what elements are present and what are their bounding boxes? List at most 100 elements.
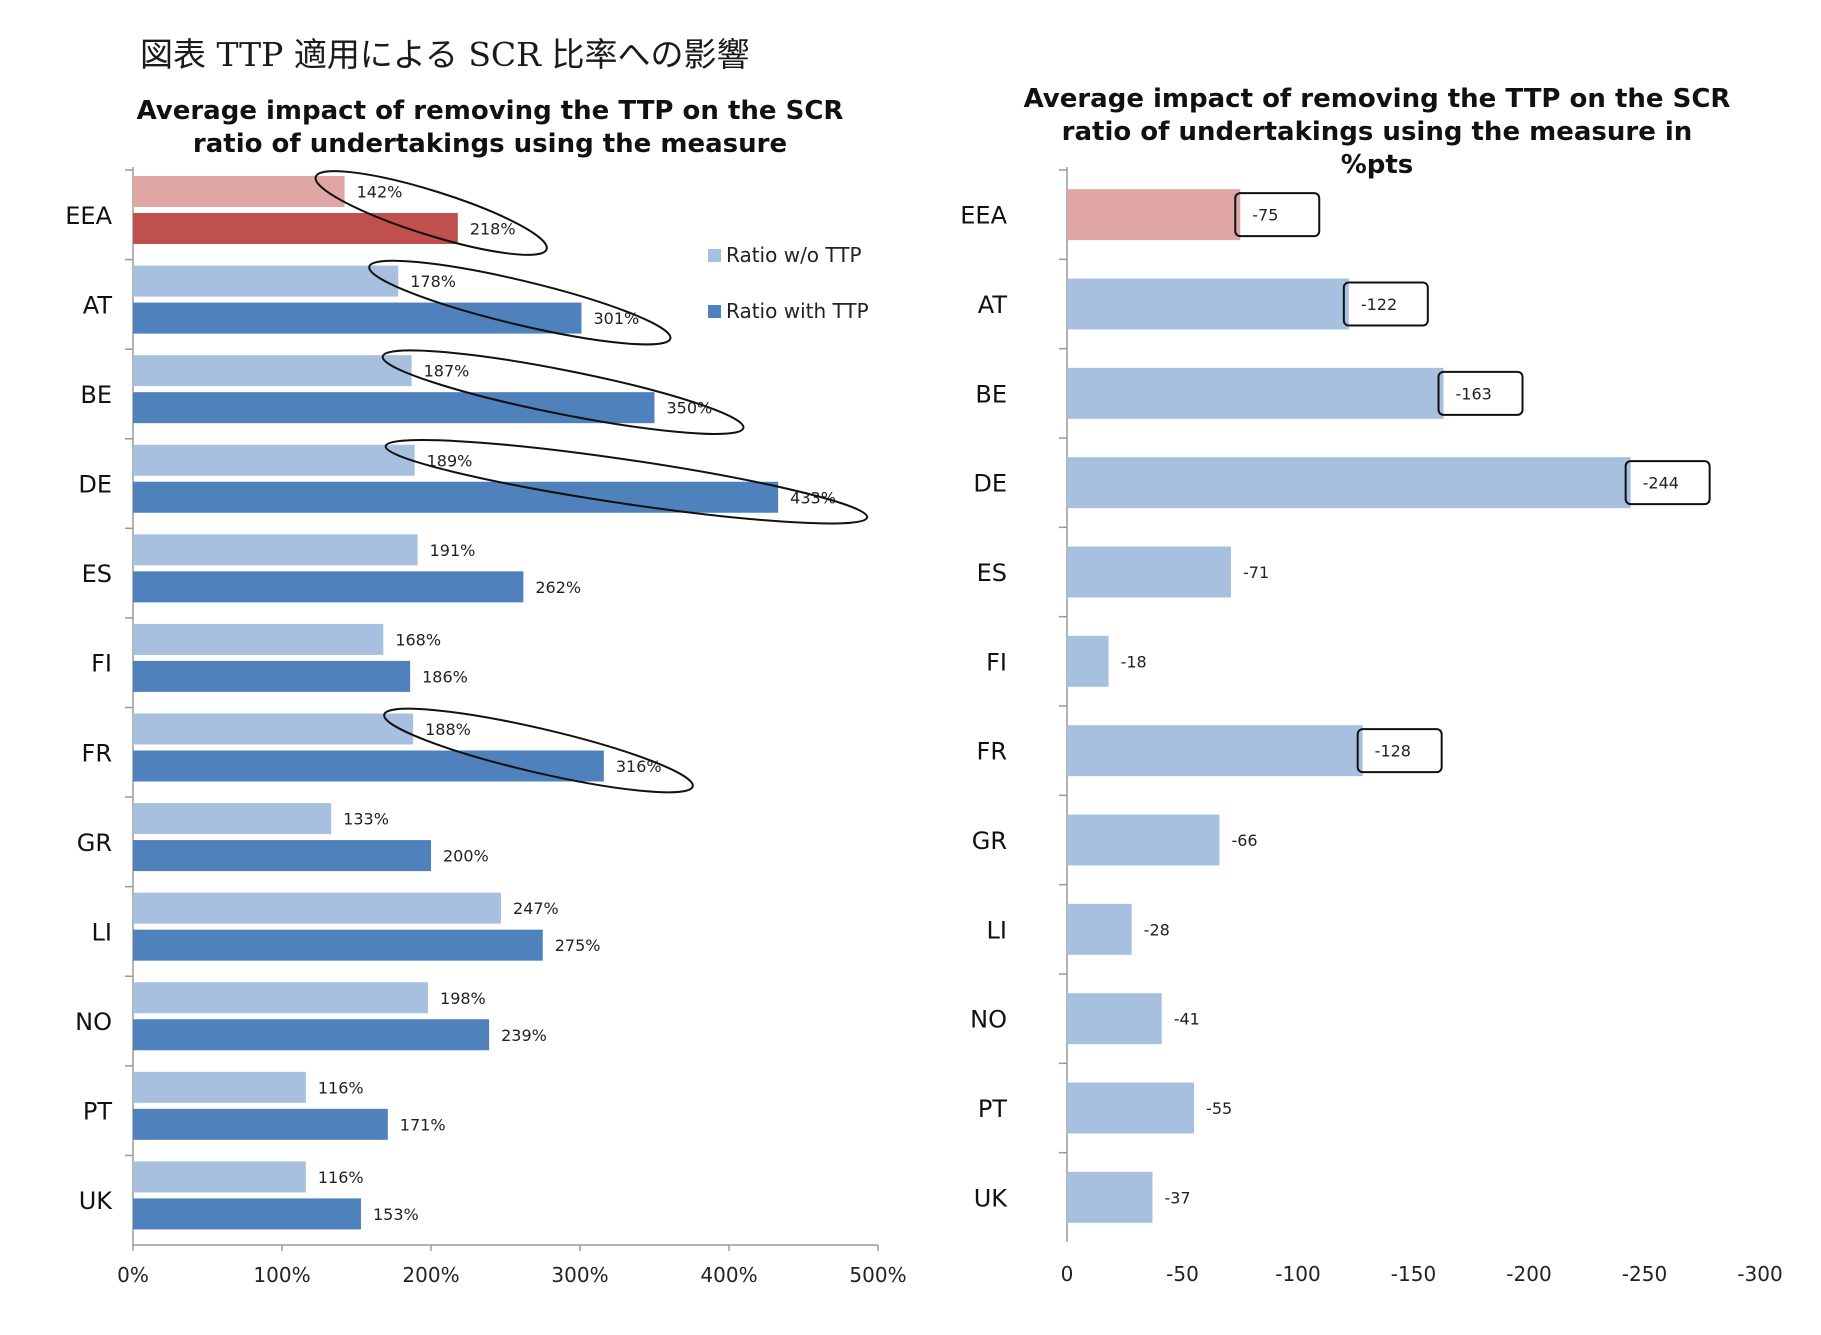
right-category-label: LI (987, 916, 1007, 944)
right-category-label: BE (975, 380, 1007, 408)
left-data-label: 350% (667, 399, 713, 418)
right-bar (1067, 457, 1631, 509)
right-bar (1067, 725, 1363, 777)
left-x-tick-label: 400% (700, 1263, 757, 1287)
right-data-label: -75 (1252, 206, 1278, 225)
left-data-label: 188% (425, 720, 471, 739)
left-bar-with-ttp (133, 213, 458, 244)
left-category-label: AT (83, 291, 113, 319)
left-data-label: 239% (501, 1026, 547, 1045)
left-bar-with-ttp (133, 750, 604, 782)
left-bar-with-ttp (133, 840, 431, 872)
left-data-label: 133% (343, 810, 389, 829)
left-category-label: ES (82, 560, 112, 588)
left-bar-with-ttp (133, 481, 779, 513)
left-data-label: 116% (318, 1078, 364, 1097)
left-x-tick-label: 300% (551, 1263, 608, 1287)
left-bar-with-ttp (133, 1019, 490, 1051)
right-data-label: -55 (1206, 1099, 1232, 1118)
left-data-label: 191% (430, 541, 476, 560)
left-bar-without-ttp (133, 444, 415, 476)
left-x-tick-label: 200% (402, 1263, 459, 1287)
right-bar (1067, 189, 1241, 241)
left-data-label: 316% (616, 757, 662, 776)
right-category-label: FR (977, 738, 1007, 766)
left-data-label: 198% (440, 989, 486, 1008)
right-bar (1067, 814, 1220, 866)
right-category-label: PT (978, 1095, 1007, 1123)
right-bar (1067, 367, 1444, 419)
right-category-label: GR (972, 827, 1007, 855)
left-data-label: 116% (318, 1168, 364, 1187)
left-chart-title-line: ratio of undertakings using the measure (193, 129, 787, 159)
left-bar-without-ttp (133, 982, 429, 1014)
left-legend-label: Ratio w/o TTP (726, 243, 862, 267)
right-x-tick-label: -300 (1737, 1262, 1782, 1286)
left-category-label: DE (78, 471, 112, 499)
figure-title: 図表 TTP 適用による SCR 比率への影響 (140, 35, 750, 74)
left-bar-with-ttp (133, 929, 543, 961)
left-highlight-ellipse (368, 259, 672, 346)
left-bar-without-ttp (133, 265, 399, 297)
left-legend-swatch (708, 249, 721, 262)
left-data-label: 186% (422, 667, 468, 686)
left-bar-without-ttp (133, 1071, 306, 1103)
left-data-label: 275% (555, 936, 601, 955)
left-bar-without-ttp (133, 176, 345, 207)
left-bar-without-ttp (133, 713, 414, 745)
right-data-label: -28 (1144, 920, 1170, 939)
right-data-label: -18 (1121, 652, 1147, 671)
left-bar-with-ttp (133, 1108, 388, 1140)
right-x-tick-label: -100 (1275, 1262, 1320, 1286)
right-data-label: -122 (1361, 295, 1397, 314)
left-data-label: 171% (400, 1115, 446, 1134)
left-category-label: FR (82, 739, 112, 767)
right-category-label: NO (970, 1006, 1007, 1034)
right-highlight-box (1234, 192, 1321, 238)
left-highlight-ellipse (384, 439, 869, 525)
left-highlight-ellipse (314, 170, 548, 256)
right-bar (1067, 546, 1232, 598)
left-data-label: 200% (443, 847, 489, 866)
left-data-label: 168% (395, 630, 441, 649)
right-category-label: UK (974, 1184, 1009, 1212)
right-data-label: -71 (1243, 563, 1269, 582)
left-highlight-ellipse (381, 349, 745, 435)
right-highlight-box (1437, 370, 1524, 416)
right-highlight-box (1342, 281, 1429, 327)
right-chart-title-line: Average impact of removing the TTP on th… (1024, 84, 1731, 114)
right-x-tick-label: -250 (1622, 1262, 1667, 1286)
left-x-tick-label: 100% (253, 1263, 310, 1287)
left-chart-title-line: Average impact of removing the TTP on th… (137, 96, 844, 126)
right-category-label: DE (973, 470, 1007, 498)
right-bar (1067, 278, 1349, 330)
right-x-tick-label: -150 (1391, 1262, 1436, 1286)
left-category-label: PT (83, 1098, 112, 1126)
right-x-tick-label: -50 (1166, 1262, 1199, 1286)
left-category-label: EEA (65, 202, 112, 230)
left-data-label: 262% (535, 578, 581, 597)
right-category-label: ES (977, 559, 1007, 587)
left-bar-without-ttp (133, 623, 384, 655)
right-bar (1067, 635, 1109, 687)
left-category-label: NO (75, 1008, 112, 1036)
right-data-label: -163 (1456, 384, 1492, 403)
left-data-label: 218% (470, 220, 516, 239)
left-data-label: 153% (373, 1205, 419, 1224)
right-data-label: -66 (1231, 831, 1257, 850)
left-x-tick-label: 500% (849, 1263, 906, 1287)
right-data-label: -244 (1643, 474, 1679, 493)
right-data-label: -128 (1375, 742, 1411, 761)
right-bar (1067, 993, 1162, 1045)
right-bar (1067, 1082, 1195, 1134)
left-bar-without-ttp (133, 892, 502, 924)
left-data-label: 301% (593, 309, 639, 328)
right-highlight-box (1624, 460, 1711, 506)
right-category-label: EEA (960, 202, 1007, 230)
right-category-label: FI (986, 648, 1007, 676)
left-data-label: 187% (424, 362, 470, 381)
right-data-label: -41 (1174, 1010, 1200, 1029)
left-bar-with-ttp (133, 302, 582, 334)
left-data-label: 178% (410, 272, 456, 291)
